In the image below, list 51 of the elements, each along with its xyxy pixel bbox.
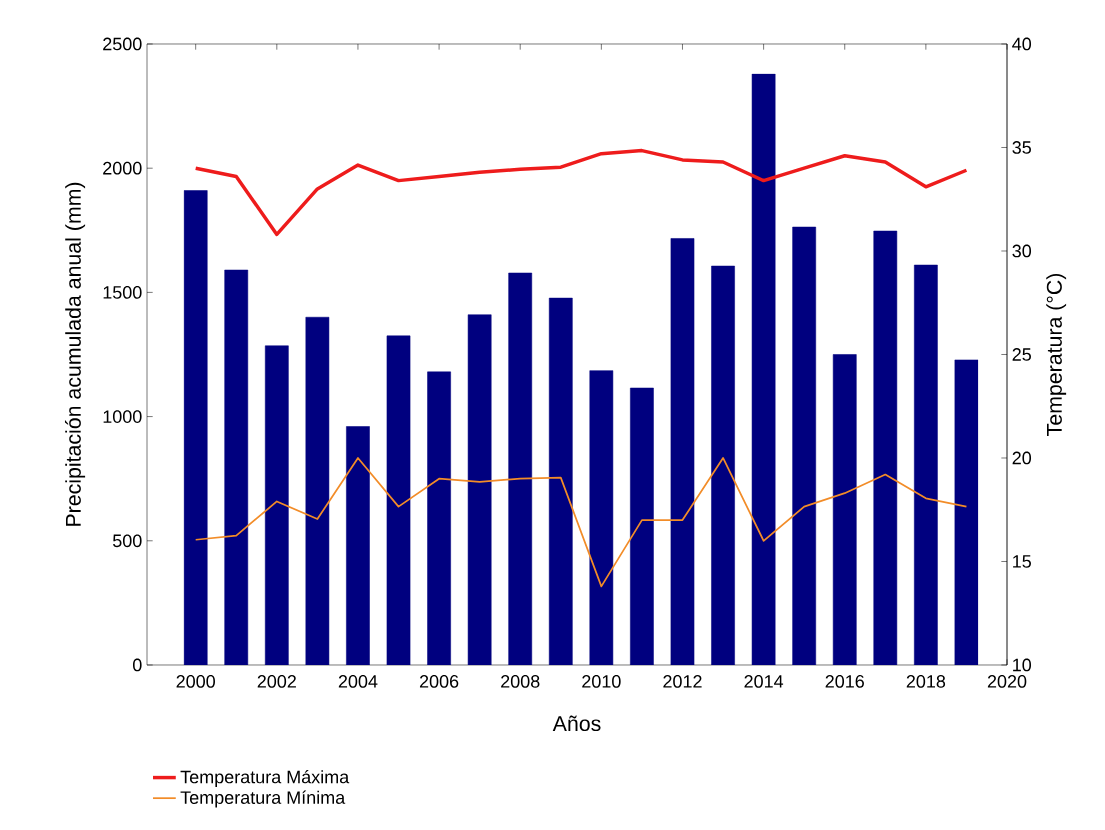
y2-tick-label: 20 xyxy=(1012,451,1032,465)
bar xyxy=(346,426,370,665)
y2-tick-label: 15 xyxy=(1013,555,1031,568)
y2-tick-label: 30 xyxy=(1012,244,1032,258)
bar xyxy=(832,354,857,665)
x-tick-label: 2020 xyxy=(987,675,1027,688)
legend-label: Temperatura Máxima xyxy=(180,769,350,787)
y2-tick-label: 40 xyxy=(1012,37,1032,51)
y-tick-label: 500 xyxy=(112,534,142,548)
bar xyxy=(711,265,735,665)
x-tick-label: 2004 xyxy=(338,675,378,688)
x-tick-label: 2012 xyxy=(663,675,702,688)
y2-axis-title: Temperatura (°C) xyxy=(1046,273,1067,436)
bar xyxy=(630,387,654,665)
y-tick-label: 1000 xyxy=(103,410,142,423)
bar xyxy=(183,190,208,665)
bar xyxy=(224,269,249,665)
bar xyxy=(954,359,979,665)
x-axis-title: Años xyxy=(552,715,601,732)
y-axis-title: Precipitación acumulada anual (mm) xyxy=(64,182,86,526)
bar xyxy=(467,314,492,665)
y2-tick-label: 35 xyxy=(1012,141,1031,154)
x-tick-label: 2008 xyxy=(501,675,540,688)
bar xyxy=(305,316,330,665)
bar xyxy=(548,297,573,665)
y-tick-label: 0 xyxy=(133,658,142,672)
x-tick-label: 2002 xyxy=(257,675,296,688)
legend-label: Temperatura Mínima xyxy=(180,790,346,808)
y-tick-label: 1500 xyxy=(103,286,142,299)
bar xyxy=(670,238,695,665)
bar xyxy=(264,345,289,665)
bar xyxy=(589,370,614,665)
bar xyxy=(427,371,451,665)
y2-tick-label: 25 xyxy=(1012,348,1031,361)
y2-tick-label: 10 xyxy=(1013,658,1032,672)
bar xyxy=(751,73,776,665)
line-series xyxy=(194,457,968,588)
bar xyxy=(508,272,533,665)
x-tick-label: 2014 xyxy=(744,675,784,688)
y-tick-label: 2000 xyxy=(103,161,142,175)
x-tick-label: 2018 xyxy=(906,675,946,688)
line-series xyxy=(193,148,969,237)
x-tick-label: 2010 xyxy=(582,675,621,688)
bar xyxy=(873,230,898,665)
bar xyxy=(792,226,817,665)
x-tick-label: 2006 xyxy=(419,675,459,688)
y-tick-label: 2500 xyxy=(103,37,142,51)
bar xyxy=(914,264,938,665)
x-tick-label: 2016 xyxy=(825,675,864,688)
bar xyxy=(386,335,411,665)
x-tick-label: 2000 xyxy=(176,675,215,688)
